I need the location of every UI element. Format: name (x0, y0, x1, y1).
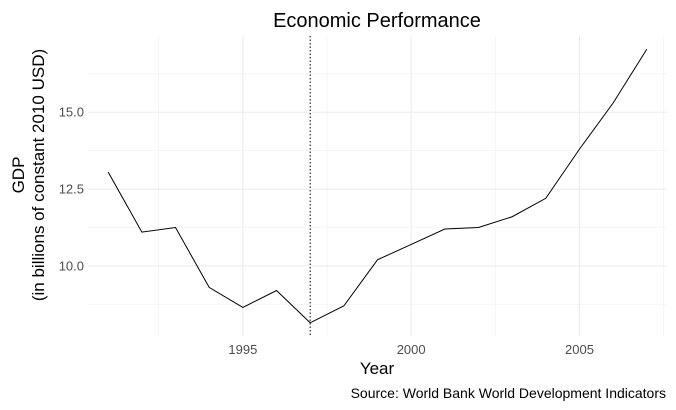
y-axis-title-line-2: (in billions of constant 2010 USD) (29, 49, 48, 301)
y-axis-title-line-1: GDP (9, 157, 28, 194)
x-tick-label: 2005 (565, 342, 594, 357)
y-tick-label: 15.0 (59, 105, 84, 120)
y-tick-label: 10.0 (59, 258, 84, 273)
x-tick-label: 2000 (397, 342, 426, 357)
minor-gridlines (88, 36, 667, 336)
x-tick-label: 1995 (228, 342, 257, 357)
y-tick-labels: 10.0 12.5 15.0 (59, 105, 84, 274)
y-tick-label: 12.5 (59, 182, 84, 197)
x-tick-labels: 1995 2000 2005 (228, 342, 594, 357)
x-axis-title: Year (360, 359, 395, 378)
major-gridlines (88, 36, 667, 336)
chart-caption: Source: World Bank World Development Ind… (351, 385, 666, 401)
series-line (107, 48, 648, 324)
chart-title: Economic Performance (273, 10, 481, 32)
series-layer (107, 48, 648, 324)
